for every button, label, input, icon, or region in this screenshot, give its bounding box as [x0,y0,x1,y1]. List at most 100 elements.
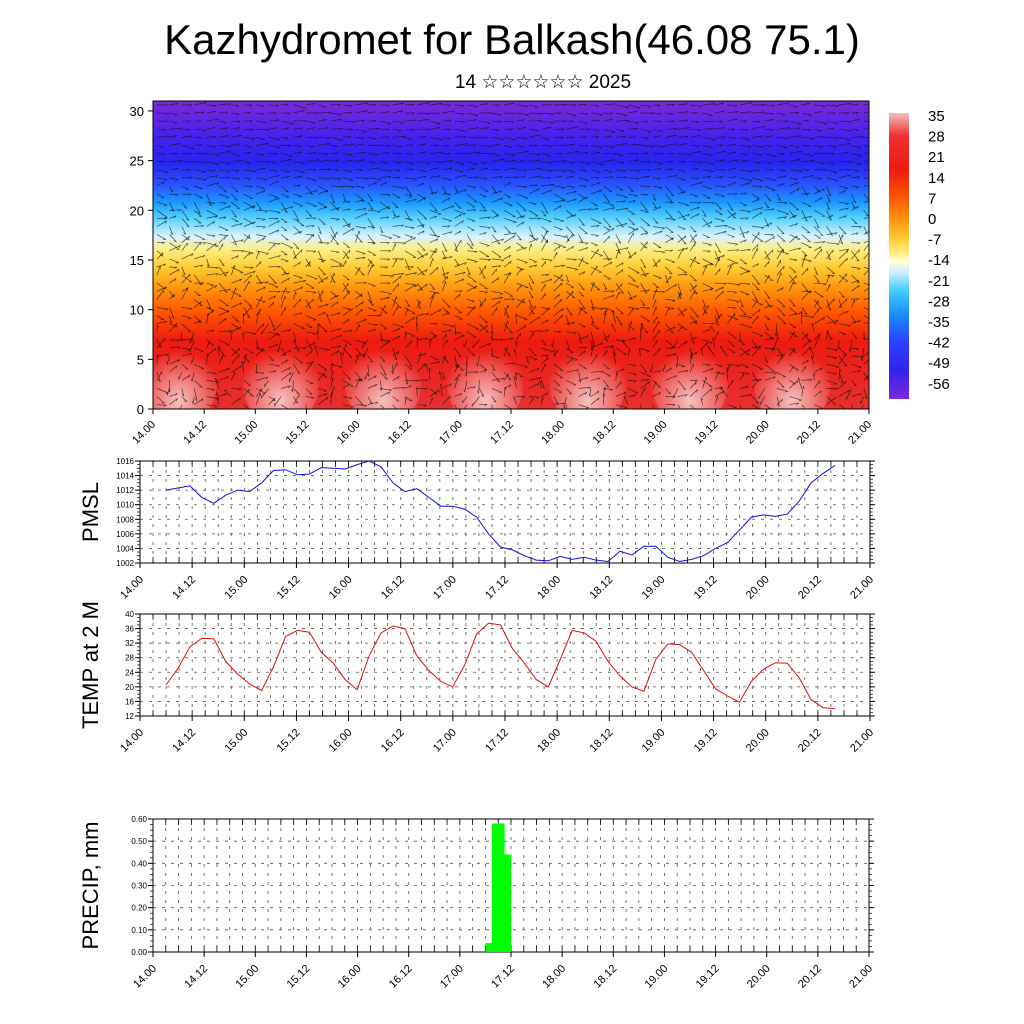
wind-vector [541,153,551,156]
wind-vector [838,380,847,389]
wind-vector-head [856,279,860,283]
wind-vector [224,389,232,397]
wind-vector [268,363,280,367]
wind-vector-head [313,342,316,346]
wind-vector-head [239,365,242,369]
wind-vector-head [260,113,264,116]
wind-vector [615,153,623,156]
wind-vector-head [276,365,280,368]
wind-vector [330,362,333,373]
wind-vector [429,120,441,124]
wind-vector [268,295,276,300]
wind-vector [243,111,251,114]
wind-vector-head [236,170,240,173]
colorbar-label: -49 [928,355,950,372]
wind-vector [206,284,217,292]
wind-vector-head [857,268,861,270]
wind-vector-head [793,259,797,262]
wind-vector-head [483,162,487,165]
wind-vector [689,381,697,389]
wind-vector-head [496,214,499,218]
wind-vector [851,153,862,156]
wind-vector-head [471,220,476,222]
wind-vector-head [584,170,588,172]
wind-vector [479,388,485,397]
x-tick-label: 14.12 [181,419,209,447]
wind-vector [801,385,804,397]
wind-vector [628,307,640,310]
wind-vector [504,235,515,243]
wind-vector-head [661,251,665,254]
wind-vector-head [853,201,856,204]
wind-vector-head [848,174,851,178]
wind-vector [690,167,699,171]
wind-vector-head [284,210,288,213]
wind-vector-head [722,150,726,154]
wind-vector [218,271,229,276]
wind-vector [169,209,182,211]
wind-vector [677,201,690,206]
wind-vector-head [445,361,449,363]
wind-vector [590,112,603,115]
wind-vector [603,307,615,312]
wind-vector [566,245,574,252]
wind-vector-head [606,258,610,261]
wind-vector-head [684,235,687,239]
wind-vector-head [620,291,624,294]
wind-vector [640,232,649,235]
wind-vector-head [216,154,220,157]
wind-vector [566,355,578,361]
wind-vector [714,144,723,146]
wind-vector-head [732,137,736,140]
wind-vector [305,396,315,398]
wind-vector [429,175,441,179]
wind-vector [553,185,566,189]
wind-vector-head [650,146,654,148]
wind-vector [764,299,771,306]
wind-vector [305,404,307,409]
wind-vector [503,372,512,381]
wind-vector-head [644,209,648,211]
wind-vector [305,145,314,147]
wind-vector [615,112,627,116]
wind-vector-head [363,227,367,230]
wind-vector [528,201,537,205]
wind-vector-head [364,405,367,407]
wind-vector [367,111,376,114]
wind-vector [243,306,252,316]
wind-vector [181,323,192,333]
wind-vector-head [484,404,488,407]
x-tick-label: 17.12 [483,574,511,602]
wind-vector-head [529,288,533,291]
wind-vector [702,210,707,217]
wind-vector [863,210,869,217]
wind-vector-head [262,348,264,352]
wind-vector-head [670,276,672,280]
wind-vector-head [857,118,861,122]
wind-vector-head [425,269,428,273]
wind-vector [665,249,673,252]
wind-vector [640,201,648,211]
wind-vector-head [183,232,186,235]
wind-vector [206,380,220,383]
wind-vector-head [332,280,336,283]
wind-vector-head [369,360,373,363]
wind-vector-head [871,240,873,242]
wind-vector-head [239,326,242,330]
wind-vector [851,315,857,324]
wind-vector [355,308,363,316]
wind-vector [627,321,632,332]
wind-vector [590,390,600,397]
wind-vector-head [822,136,826,139]
wind-vector-head [871,201,873,203]
wind-vector [392,102,405,106]
wind-vector [615,207,629,211]
wind-vector-head [767,258,770,261]
wind-vector [218,176,230,179]
wind-vector [367,137,377,140]
wind-vector-head [170,232,173,235]
wind-vector-head [439,151,443,155]
wind-vector-head [698,134,701,138]
wind-vector-head [576,369,580,372]
wind-vector [355,230,360,243]
